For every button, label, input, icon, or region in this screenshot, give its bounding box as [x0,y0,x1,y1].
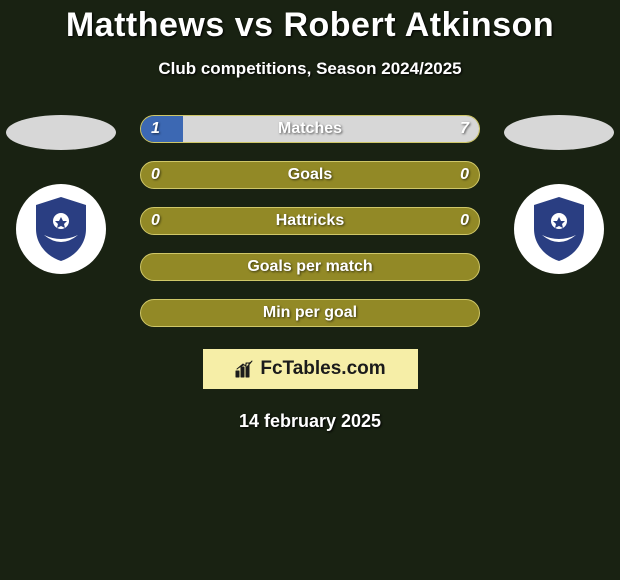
stat-value-right: 0 [460,166,469,184]
stat-value-left: 0 [151,212,160,230]
stat-bar: 17Matches [140,115,480,143]
right-player-column [504,115,614,274]
stat-value-right: 0 [460,212,469,230]
shield-icon [32,195,90,263]
left-club-badge [16,184,106,274]
page-title: Matthews vs Robert Atkinson [66,6,554,45]
comparison-arena: 17Matches00Goals00HattricksGoals per mat… [0,115,620,327]
right-club-badge [514,184,604,274]
stat-bar-fill-right [183,116,479,142]
watermark-text: FcTables.com [260,358,385,380]
stat-label: Min per goal [141,304,479,322]
stat-bar: 0 0Goals [140,161,480,189]
stat-bars: 17Matches00Goals00HattricksGoals per mat… [140,115,480,327]
stat-bar: Min per goal [140,299,480,327]
left-player-column [6,115,116,274]
right-player-badge [504,115,614,150]
stat-bar: 0 0Hattricks [140,207,480,235]
stat-bar: Goals per match [140,253,480,281]
date-label: 14 february 2025 [239,411,381,432]
stat-value-left: 0 [151,166,160,184]
stat-label: Goals [141,166,479,184]
stat-bar-fill-left [141,116,183,142]
page-subtitle: Club competitions, Season 2024/2025 [158,59,461,79]
watermark: FcTables.com [203,349,418,389]
chart-icon [234,359,254,379]
shield-icon [530,195,588,263]
stat-label: Goals per match [141,258,479,276]
stat-label: Hattricks [141,212,479,230]
left-player-badge [6,115,116,150]
